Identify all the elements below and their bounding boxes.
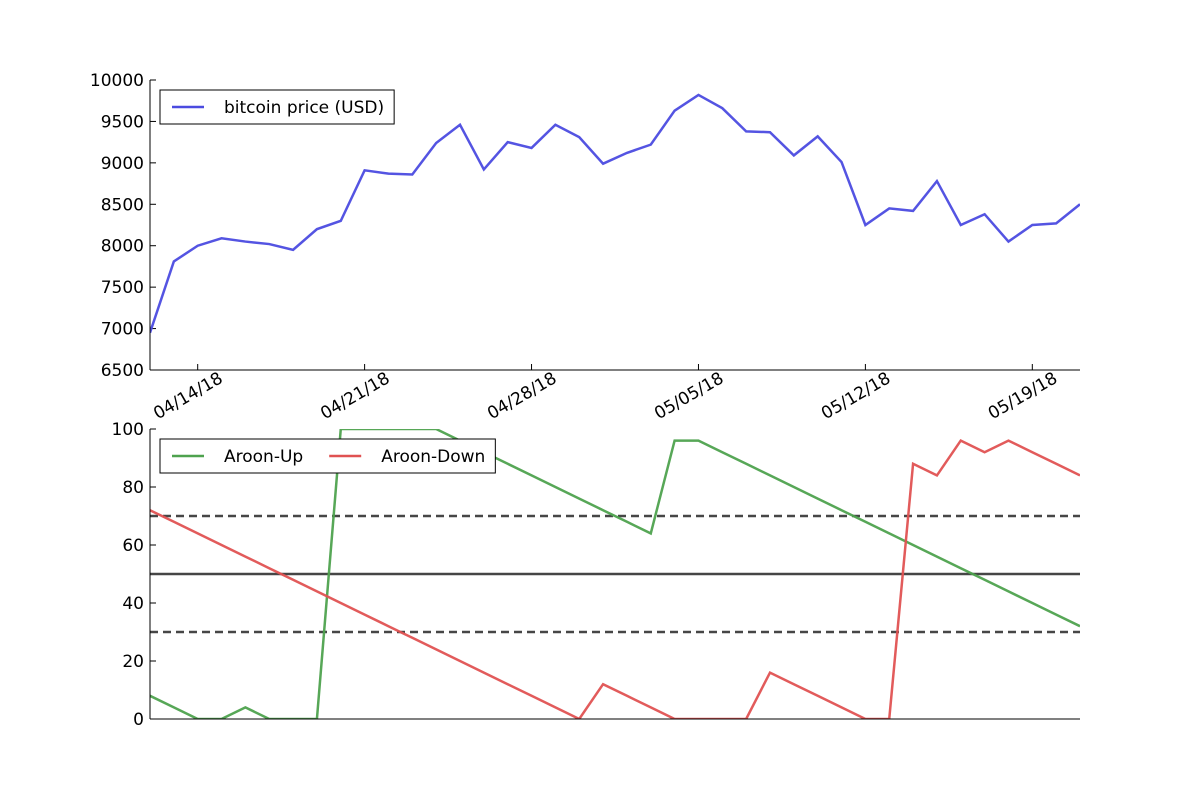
legend: Aroon-Up Aroon-Down [159, 438, 496, 474]
x-tick-label: 05/05/18 [651, 368, 727, 424]
legend-label: Aroon-Down [381, 447, 485, 467]
series-line [150, 429, 1080, 719]
y-tick-label: 60 [122, 536, 144, 556]
series-line [150, 439, 1080, 719]
y-tick-label: 8500 [101, 195, 144, 215]
y-tick-label: 7000 [101, 320, 144, 340]
x-tick-label: 05/19/18 [985, 368, 1061, 424]
y-tick-label: 80 [122, 478, 144, 498]
y-tick-label: 8000 [101, 237, 144, 257]
legend-frame [159, 438, 496, 474]
series-line [150, 93, 1080, 334]
y-tick-label: 100 [112, 420, 144, 440]
y-tick-label: 9500 [101, 112, 144, 132]
legend-label: Aroon-Up [224, 447, 303, 467]
x-tick-label: 04/28/18 [484, 368, 560, 424]
x-tick-label: 04/21/18 [317, 368, 393, 424]
y-tick-label: 40 [122, 594, 144, 614]
y-tick-label: 7500 [101, 278, 144, 298]
y-tick-label: 9000 [101, 154, 144, 174]
x-tick-label: 05/12/18 [818, 368, 894, 424]
legend: bitcoin price (USD) [159, 89, 395, 125]
y-tick-label: 10000 [90, 71, 144, 91]
x-tick-label: 04/14/18 [150, 368, 226, 424]
y-tick-label: 0 [133, 710, 144, 730]
y-tick-label: 6500 [101, 361, 144, 381]
legend-label: bitcoin price (USD) [224, 98, 384, 118]
y-tick-label: 20 [122, 652, 144, 672]
